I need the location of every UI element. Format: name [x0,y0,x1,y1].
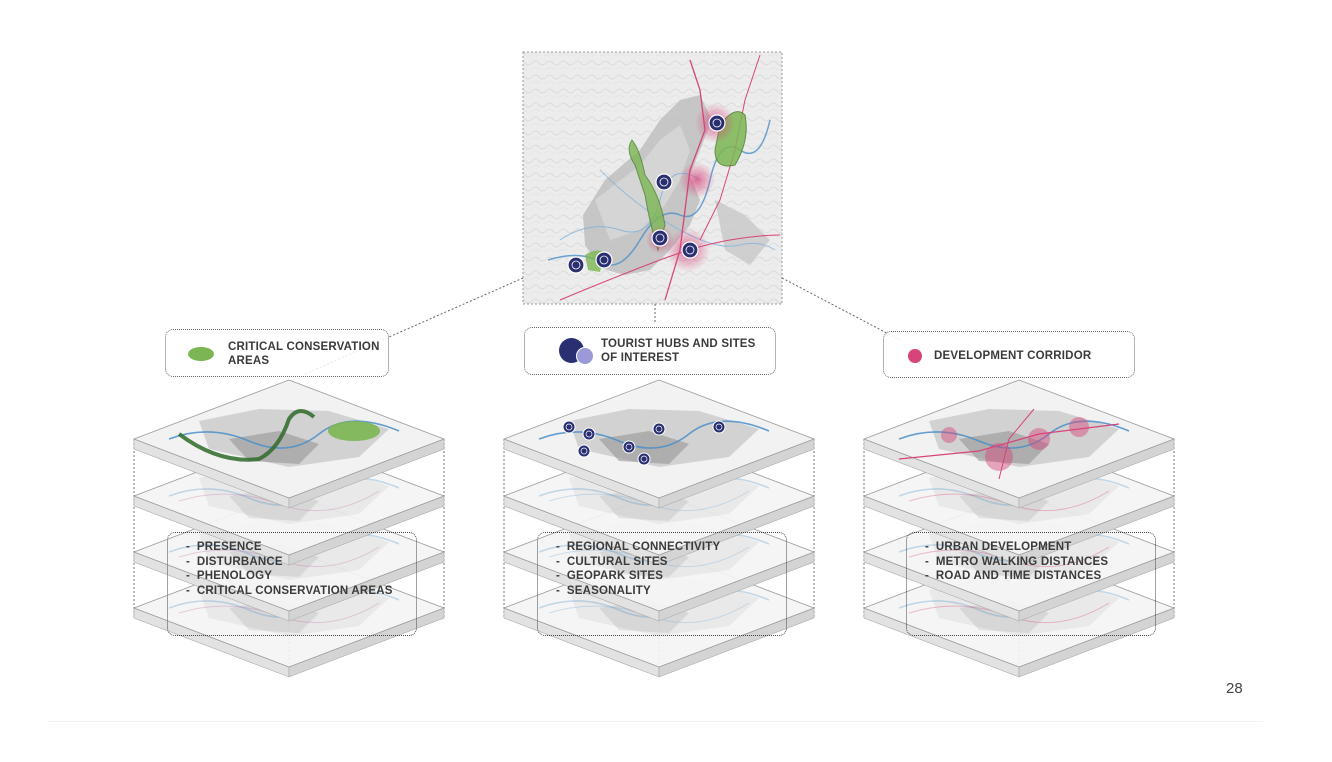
legend-label-line: OF INTEREST [601,352,680,364]
list-item: - SEASONALITY [556,584,651,597]
green-ellipse-icon [188,347,214,361]
factor-list-development: - URBAN DEVELOPMENT - METRO WALKING DIST… [925,540,1108,584]
footer-divider [48,721,1263,722]
list-item: - ROAD AND TIME DISTANCES [925,570,1102,582]
list-box-development [906,532,1156,636]
blue-circles-icon [559,338,594,366]
list-item: - URBAN DEVELOPMENT [925,541,1072,553]
list-item: - REGIONAL CONNECTIVITY [556,541,721,553]
pink-dot-icon [908,349,922,363]
list-item: - PRESENCE [186,541,262,553]
legend-box-development: DEVELOPMENT CORRIDOR [883,331,1135,378]
layer-stack-development [862,379,1176,678]
list-box-tourist [537,532,787,636]
map-layer [502,379,816,509]
list-item: - PHENOLOGY [186,570,273,582]
map-layer [132,379,446,509]
list-item: - CRITICAL CONSERVATION AREAS [186,584,393,597]
legend-label-line: CRITICAL CONSERVATION [228,341,380,353]
legend-box-conservation: CRITICAL CONSERVATION AREAS [165,329,389,377]
legend-label-line: AREAS [228,355,270,367]
list-item: - DISTURBANCE [186,555,283,568]
list-item: - CULTURAL SITES [556,555,668,568]
composite-map [522,51,783,305]
legend-label-line: DEVELOPMENT CORRIDOR [934,350,1092,362]
layer-stack-tourist [502,379,816,678]
list-box-conservation [167,532,417,636]
list-item: - METRO WALKING DISTANCES [925,555,1109,568]
map-layer [862,379,1176,509]
legend-label-line: TOURIST HUBS AND SITES [601,338,756,350]
page-number: 28 [1226,680,1243,697]
connector-lines [304,277,901,375]
layer-stack-conservation [132,379,446,678]
legend-box-tourist: TOURIST HUBS AND SITES OF INTEREST [524,327,776,375]
list-item: - GEOPARK SITES [556,570,664,582]
factor-list-tourist: - REGIONAL CONNECTIVITY - CULTURAL SITES… [556,540,720,598]
factor-list-conservation: - PRESENCE - DISTURBANCE - PHENOLOGY - C… [186,540,393,598]
